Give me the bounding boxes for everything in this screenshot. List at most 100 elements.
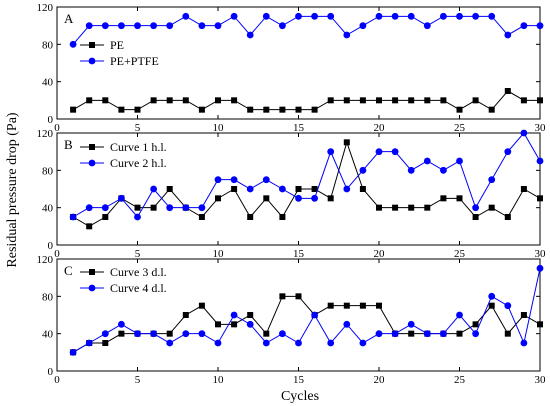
x-tick-label: 0: [54, 374, 60, 386]
data-point-series-2: [359, 22, 367, 30]
data-point-series-2: [279, 22, 286, 30]
data-point-series-1: [343, 139, 350, 146]
data-point-series-2: [198, 204, 206, 212]
data-point-series-1: [472, 214, 479, 220]
data-point-series-1: [488, 302, 495, 309]
data-point-series-2: [504, 31, 512, 39]
data-point-series-1: [86, 97, 93, 104]
data-point-series-2: [359, 339, 367, 347]
x-tick-label: 30: [535, 248, 547, 260]
x-tick-label: 10: [213, 374, 225, 386]
x-tick-label: 10: [213, 122, 225, 134]
y-tick-label: 80: [42, 165, 54, 177]
data-point-series-1: [456, 330, 463, 337]
data-point-series-1: [102, 340, 109, 346]
x-axis-title: Cycles: [281, 389, 319, 404]
data-point-series-1: [440, 195, 447, 202]
series-line-1: [72, 140, 541, 227]
data-point-series-1: [504, 88, 511, 94]
data-point-series-2: [375, 330, 383, 338]
data-point-series-2: [327, 12, 335, 20]
legend-label: Curve 4 d.l.: [110, 281, 167, 295]
data-point-series-1: [440, 97, 447, 104]
data-point-series-2: [311, 194, 318, 202]
x-tick-label: 20: [374, 248, 386, 260]
data-point-series-1: [472, 321, 479, 328]
data-point-series-2: [246, 31, 254, 39]
data-point-series-2: [101, 330, 109, 338]
data-point-series-2: [166, 204, 174, 212]
series-line-2: [72, 132, 541, 218]
data-point-series-1: [150, 204, 157, 211]
data-point-series-2: [85, 204, 93, 212]
data-point-series-1: [295, 186, 302, 192]
data-point-series-1: [504, 214, 511, 220]
data-point-series-2: [230, 176, 238, 184]
data-point-series-1: [520, 97, 527, 104]
data-point-series-1: [118, 330, 125, 337]
y-tick-label: 0: [48, 240, 54, 252]
data-point-series-1: [537, 195, 543, 202]
data-point-series-2: [246, 185, 254, 193]
data-point-series-2: [134, 330, 141, 338]
legend-label: Curve 2 h.l.: [110, 156, 167, 170]
x-tick-label: 25: [454, 122, 466, 134]
data-point-series-2: [295, 339, 302, 347]
data-point-series-2: [262, 339, 270, 347]
data-point-series-2: [456, 12, 463, 20]
data-point-series-2: [150, 22, 158, 30]
data-point-series-1: [231, 97, 238, 104]
panel-letter: A: [64, 11, 74, 26]
legend-marker: [88, 159, 96, 167]
data-point-series-2: [488, 292, 496, 300]
x-tick-label: 15: [293, 122, 305, 134]
data-point-series-1: [150, 97, 157, 104]
data-point-series-1: [424, 204, 431, 211]
panel-c: 0 40 80 120 0 5 10 15 20 25 30 C Curve 3 d.l. Curve 4…: [37, 254, 547, 386]
y-tick-label: 0: [48, 114, 54, 126]
data-point-series-1: [504, 330, 511, 337]
data-point-series-2: [391, 148, 399, 156]
data-point-series-2: [520, 339, 528, 347]
data-point-series-2: [69, 213, 77, 221]
data-point-series-1: [263, 195, 270, 202]
y-axis-title: Residual pressure drop (Pa): [5, 112, 20, 267]
data-point-series-1: [376, 302, 382, 309]
data-point-series-1: [279, 293, 286, 300]
data-point-series-2: [182, 12, 190, 20]
data-point-series-2: [214, 339, 222, 347]
data-point-series-1: [279, 214, 286, 220]
data-point-series-2: [85, 22, 93, 30]
data-point-series-1: [247, 312, 254, 318]
x-tick-label: 20: [374, 374, 386, 386]
data-point-series-1: [456, 195, 463, 202]
x-tick-label: 30: [535, 374, 547, 386]
data-point-series-2: [150, 185, 158, 193]
data-point-series-2: [101, 204, 109, 212]
x-tick-label: 5: [135, 122, 141, 134]
data-point-series-1: [311, 186, 318, 192]
y-tick-label: 40: [42, 329, 54, 341]
data-point-series-1: [86, 223, 93, 230]
data-point-series-1: [198, 214, 205, 220]
data-point-series-2: [327, 339, 335, 347]
data-point-series-1: [247, 106, 254, 113]
data-point-series-1: [472, 97, 479, 104]
data-point-series-2: [311, 311, 318, 319]
data-point-series-2: [536, 157, 544, 165]
y-tick-label: 120: [37, 254, 54, 266]
data-point-series-2: [246, 320, 254, 328]
data-point-series-1: [134, 204, 141, 211]
legend-marker: [89, 269, 95, 275]
y-tick-label: 40: [42, 77, 54, 89]
data-point-series-1: [408, 97, 415, 104]
data-point-series-1: [537, 97, 543, 104]
data-point-series-2: [440, 166, 447, 174]
data-point-series-2: [230, 311, 238, 319]
panel-letter: C: [64, 263, 73, 278]
data-point-series-1: [166, 186, 173, 192]
data-point-series-2: [375, 148, 383, 156]
data-point-series-2: [69, 348, 77, 356]
data-point-series-2: [407, 320, 415, 328]
legend-marker: [88, 57, 96, 65]
